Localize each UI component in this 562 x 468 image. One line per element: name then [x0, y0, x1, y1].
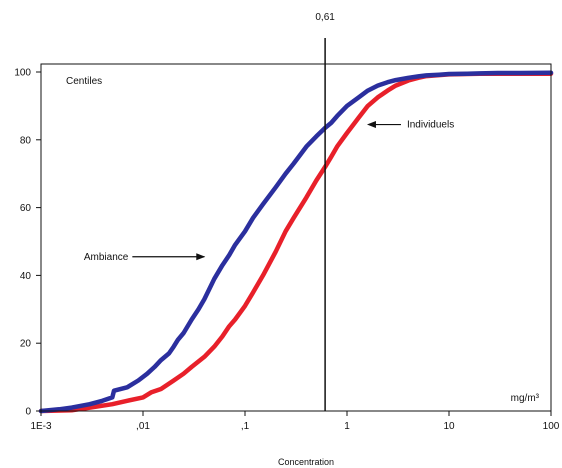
- series-lines: [38, 70, 554, 414]
- annotations: 0,61 Centiles mg/m³ Concentration Ambian…: [66, 12, 540, 467]
- x-tick-label: 1E-3: [30, 421, 52, 432]
- y-tick-label: 40: [20, 271, 32, 282]
- unit-label: mg/m³: [511, 393, 540, 404]
- x-tick-label: 100: [543, 421, 560, 432]
- y-tick-label: 100: [14, 68, 31, 79]
- x-tick-label: 1: [344, 421, 350, 432]
- x-tick-label: ,01: [136, 421, 150, 432]
- y-tick-label: 80: [20, 135, 32, 146]
- y-tick-label: 0: [25, 407, 31, 418]
- x-tick-label: ,1: [241, 421, 250, 432]
- x-axis-title: Concentration: [278, 457, 334, 467]
- y-annotation: Centiles: [66, 76, 102, 87]
- series-label-individuels: Individuels: [407, 120, 454, 131]
- vline-label: 0,61: [315, 12, 335, 23]
- series-label-ambiance: Ambiance: [84, 252, 129, 263]
- axes: 1E-3 ,01 ,1 1 10 100 0 20 40 60 80 100: [14, 38, 560, 432]
- y-tick-label: 20: [20, 339, 32, 350]
- arrow-individuels-head: [366, 121, 376, 129]
- y-tick-label: 60: [20, 203, 32, 214]
- arrow-ambiance-head: [196, 253, 206, 261]
- plot-frame: [40, 63, 552, 412]
- series-line-ambiance: [38, 70, 554, 414]
- series-line-individuels: [38, 71, 554, 414]
- x-tick-label: 10: [443, 421, 455, 432]
